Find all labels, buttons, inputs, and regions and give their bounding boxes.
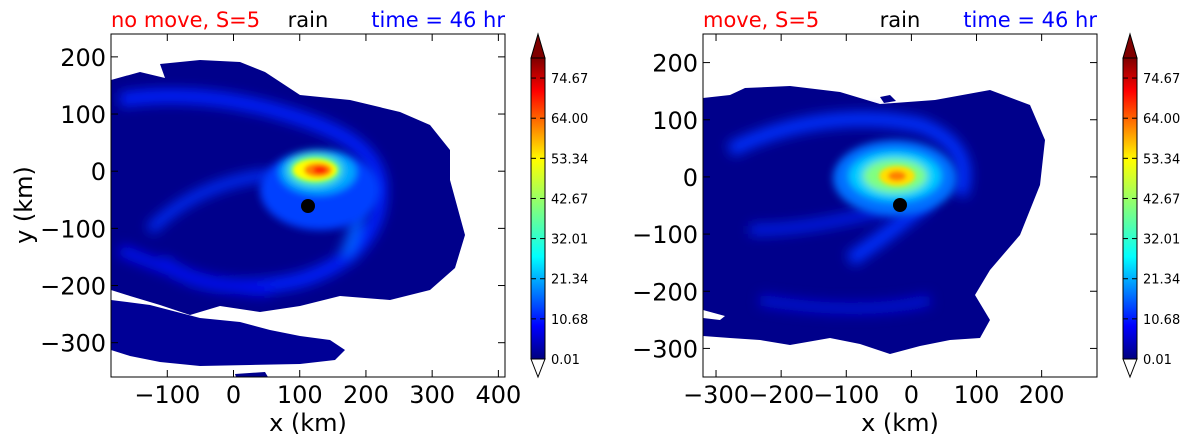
left-colorbar-max-extend [530,32,546,59]
right-colorbar-tick-label: 32.01 [1143,233,1180,248]
right-panel: move, S=5 rain time = 46 hr [632,8,1180,437]
right-plot-frame [702,33,1098,378]
right-colorbar-tick-label: 0.01 [1143,353,1172,368]
right-storm-center-marker [893,198,907,212]
right-colorbar-tick-label: 74.67 [1143,72,1180,87]
left-y-tick-label: 200 [60,44,106,72]
left-axes: −100 0 100 200 300 400 200 100 0 −100 −200 −300 [40,34,521,409]
left-colorbar-tick-label: 74.67 [551,72,588,87]
left-x-tick-label: 400 [475,381,521,409]
left-y-tick-label: −200 [40,273,106,301]
left-colorbar-tick-label: 0.01 [551,353,580,368]
right-x-axis-label: x (km) [861,409,939,437]
left-title-case: no move, S=5 [111,8,260,32]
right-colorbar-min-extend [1122,358,1138,379]
right-y-tick-label: −200 [632,278,698,306]
left-colorbar-tick-label: 53.34 [551,152,588,167]
left-y-axis-label: y (km) [10,166,38,244]
left-y-tick-label: −100 [40,215,106,243]
right-rain-field [703,86,1045,354]
left-title-field: rain [288,8,329,32]
left-x-axis-label: x (km) [269,409,347,437]
right-colorbar-tick-label: 42.67 [1143,192,1180,207]
right-y-tick-label: 200 [652,50,698,78]
left-x-tick-label: 0 [226,381,241,409]
left-x-tick-label: 100 [277,381,323,409]
right-title-time: time = 46 hr [963,8,1097,32]
left-rain-field [111,60,465,377]
left-y-tick-label: −300 [40,330,106,358]
right-colorbar-tick-label: 53.34 [1143,152,1180,167]
left-colorbar: 0.01 10.68 21.34 32.01 42.67 53.34 64.00 74.67 [530,32,588,379]
left-title-time: time = 46 hr [371,8,505,32]
right-x-tick-label: −300 [683,381,749,409]
right-colorbar: 0.01 10.68 21.34 32.01 42.67 53.34 64.00 74.67 [1122,32,1180,379]
left-y-tick-label: 0 [91,158,106,186]
right-y-tick-label: −300 [632,335,698,363]
right-y-tick-label: 0 [683,164,698,192]
left-colorbar-tick-label: 32.01 [551,233,588,248]
right-colorbar-max-extend [1122,32,1138,59]
right-title-field: rain [880,8,921,32]
right-x-tick-label: −200 [748,381,814,409]
right-title-case: move, S=5 [703,8,819,32]
right-x-tick-label: 100 [954,381,1000,409]
right-colorbar-tick-label: 64.00 [1143,112,1180,127]
left-colorbar-tick-label: 10.68 [551,313,588,328]
left-colorbar-min-extend [530,358,546,379]
right-colorbar-tick-label: 21.34 [1143,273,1180,288]
left-colorbar-tick-label: 42.67 [551,192,588,207]
left-y-tick-label: 100 [60,101,106,129]
right-x-tick-label: 200 [1019,381,1065,409]
left-x-tick-label: 300 [409,381,455,409]
left-x-tick-label: 200 [343,381,389,409]
right-y-tick-label: −100 [632,221,698,249]
left-colorbar-tick-label: 64.00 [551,112,588,127]
right-colorbar-tick-label: 10.68 [1143,313,1180,328]
left-x-tick-label: −100 [134,381,200,409]
right-x-tick-label: 0 [904,381,919,409]
left-storm-center-marker [301,199,315,213]
left-colorbar-tick-label: 21.34 [551,273,588,288]
right-y-tick-label: 100 [652,107,698,135]
right-x-tick-label: −100 [813,381,879,409]
left-panel: no move, S=5 rain time = 46 hr [10,8,588,437]
left-plot-frame [110,33,506,378]
